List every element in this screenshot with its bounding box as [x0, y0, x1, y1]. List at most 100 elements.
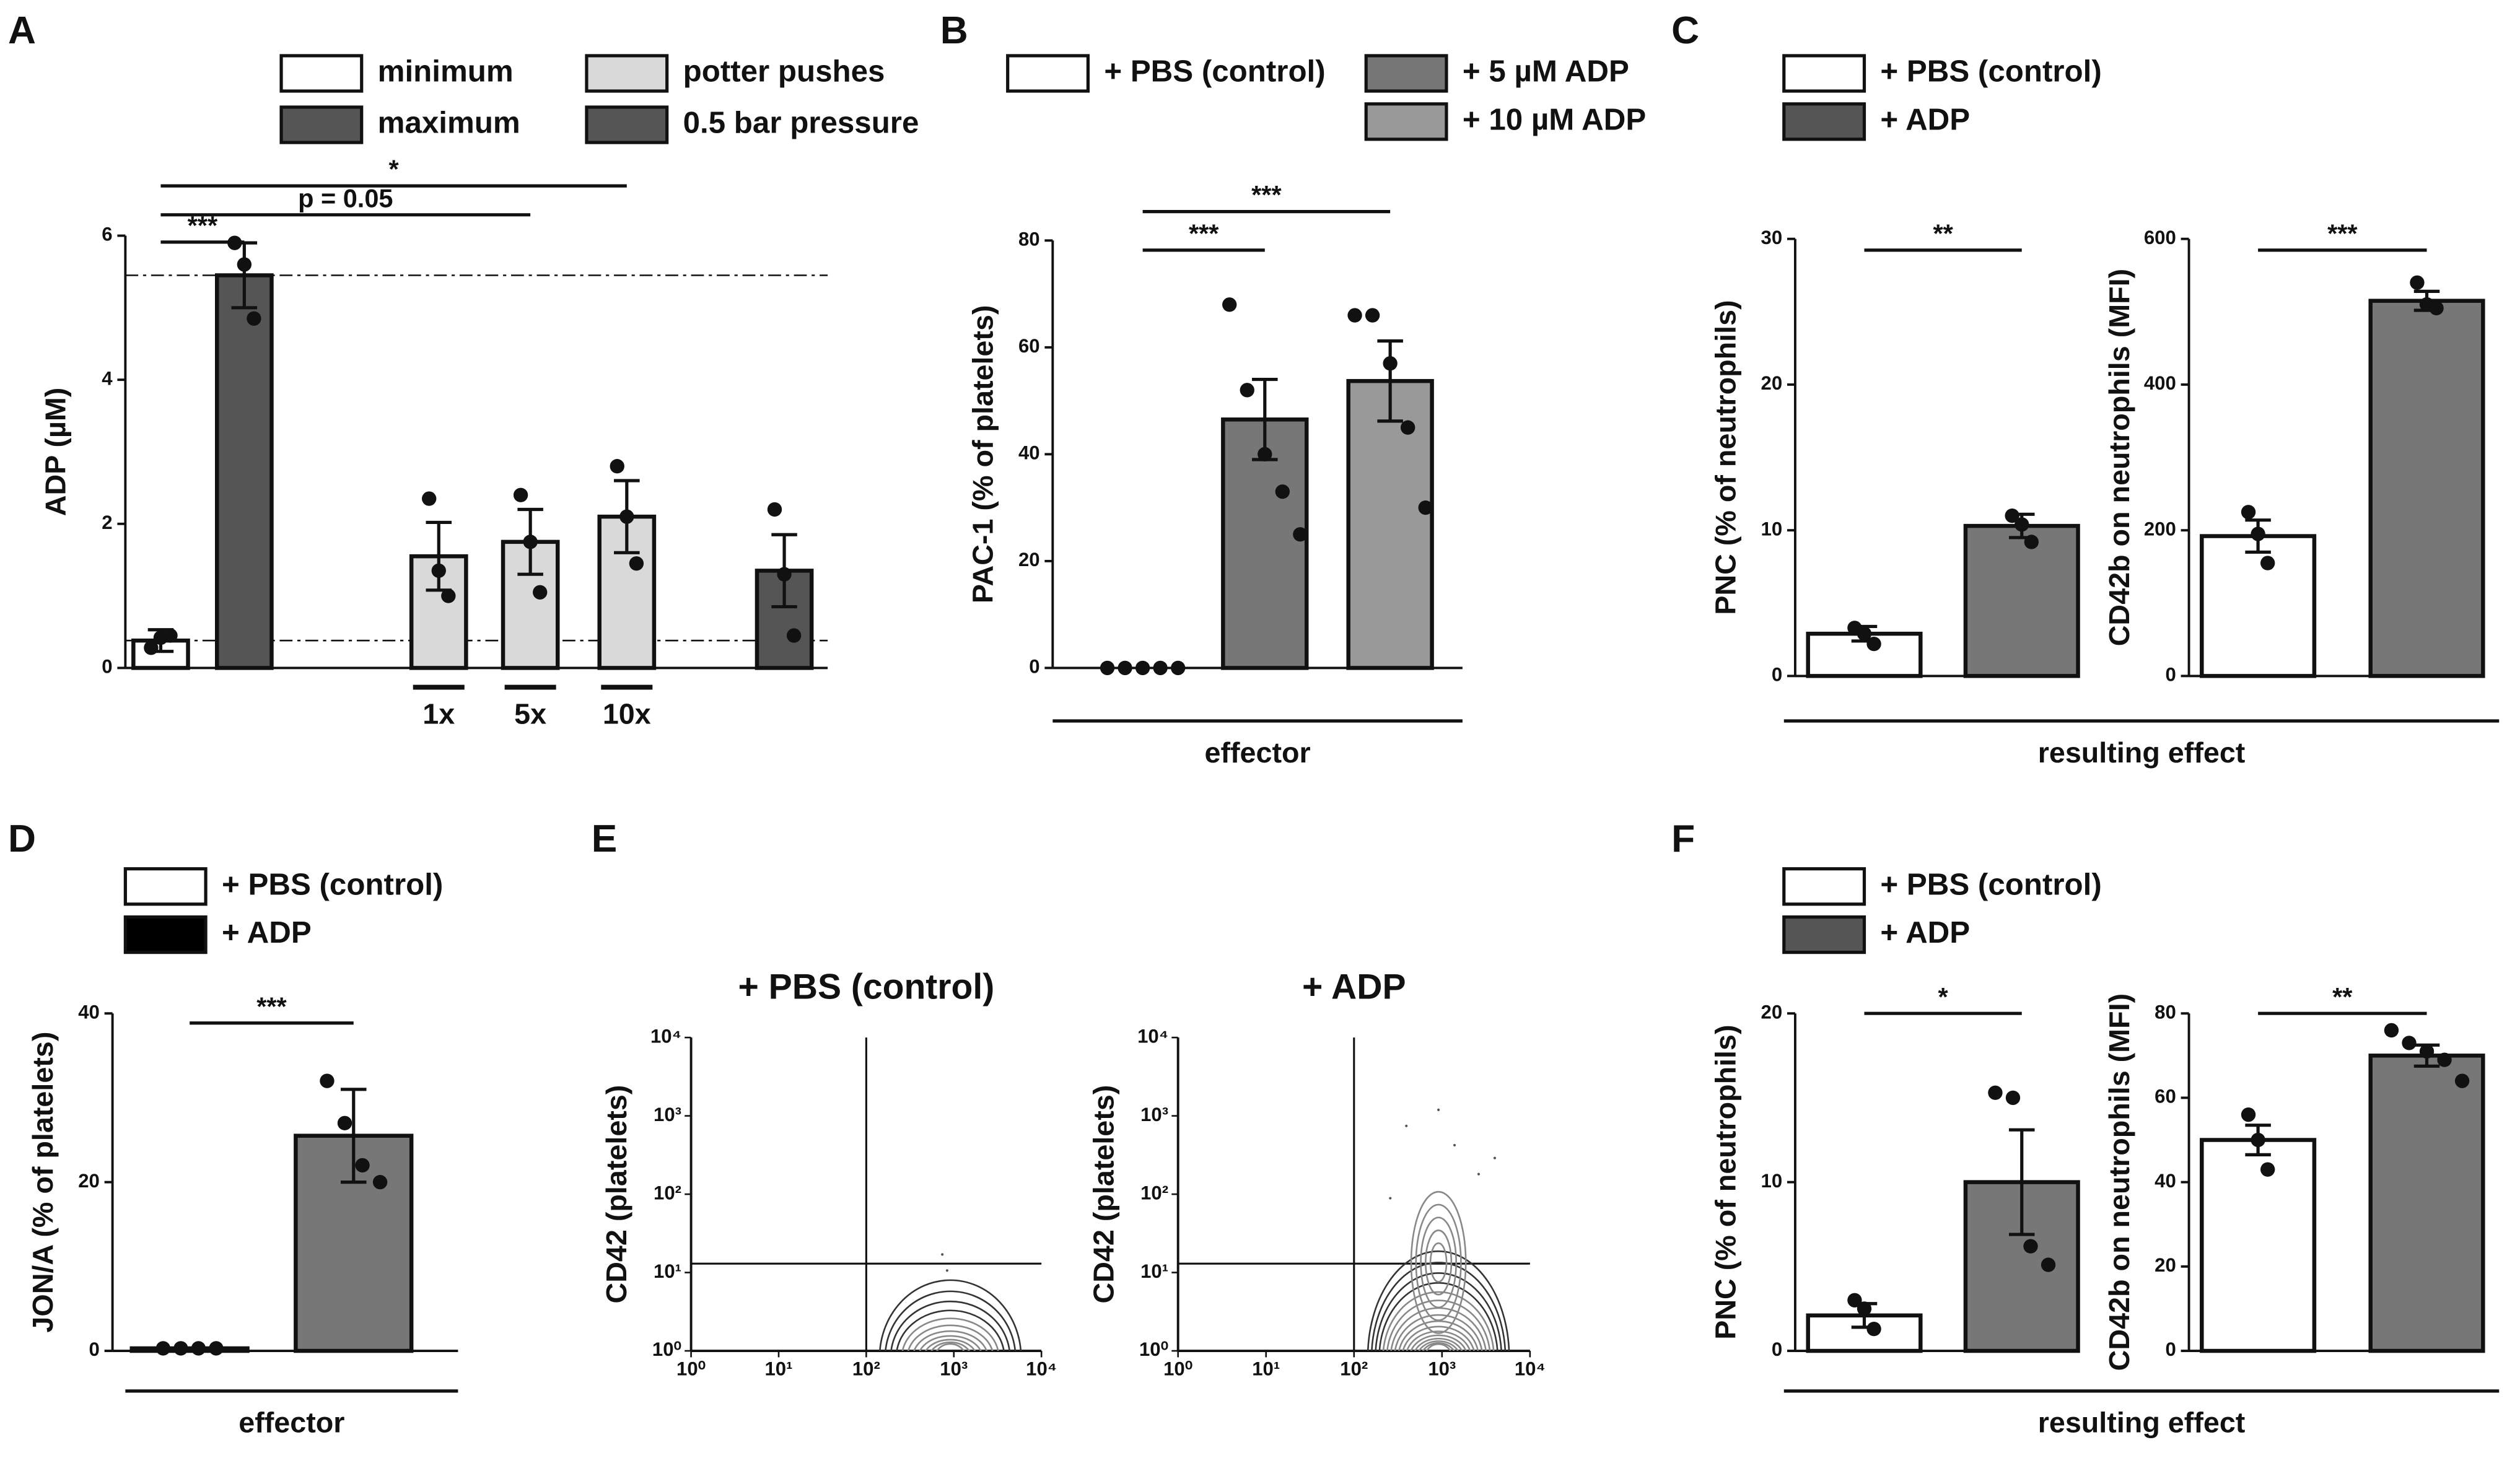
data-point	[1100, 660, 1115, 676]
data-point	[1153, 660, 1168, 676]
event-dot	[1389, 1197, 1392, 1200]
x-axis-label: resulting effect	[2038, 736, 2246, 769]
y-tick-label: 0	[1772, 1338, 1782, 1360]
contour-plot	[1367, 1108, 1510, 1351]
data-point	[155, 1341, 171, 1356]
contour	[925, 1338, 976, 1351]
contour	[1429, 1242, 1448, 1283]
significance-label: ***	[1251, 180, 1282, 209]
y-tick-label: 10⁴	[650, 1025, 681, 1047]
x-tick-label: 10⁰	[676, 1358, 706, 1379]
contour	[1422, 1342, 1455, 1351]
data-point	[209, 1341, 224, 1356]
x-axis-label: effector	[238, 1407, 344, 1439]
y-axis-label: JON/A (% of platelets)	[27, 1032, 59, 1333]
data-point	[513, 487, 528, 502]
data-point	[163, 628, 178, 643]
contour	[879, 1279, 1022, 1351]
y-axis-label: CD42b on neutrophils (MFI)	[2103, 993, 2135, 1371]
x-tick-label: 10²	[852, 1358, 880, 1379]
data-point	[2260, 556, 2275, 570]
bar	[2368, 299, 2485, 678]
legend-swatch	[279, 54, 364, 93]
x-tick-label: 5x	[514, 698, 546, 730]
contour	[1386, 1299, 1491, 1351]
legend-label: maximum	[378, 106, 520, 140]
contour	[1410, 1190, 1467, 1334]
y-axis-label: CD42b on neutrophils (MFI)	[2103, 269, 2135, 647]
data-point	[2419, 1044, 2435, 1059]
data-point	[320, 1073, 335, 1088]
event-dot	[1477, 1172, 1481, 1176]
bar	[1346, 378, 1434, 670]
y-axis-label: PAC-1 (% of platelets)	[967, 305, 999, 604]
y-tick-label: 0	[89, 1338, 100, 1360]
significance-label: *	[389, 155, 400, 184]
y-tick-label: 2	[102, 512, 112, 533]
data-point	[1365, 308, 1380, 323]
contour	[1414, 1337, 1463, 1351]
x-axis-label: effector	[1204, 736, 1310, 769]
contour	[896, 1309, 1005, 1351]
y-tick-label: 0	[102, 656, 112, 678]
data-point	[431, 563, 446, 578]
x-tick-label: 10⁴	[1515, 1358, 1546, 1379]
y-tick-label: 10¹	[1140, 1260, 1168, 1282]
contour-plot	[879, 1253, 1022, 1351]
y-tick-label: 600	[2144, 227, 2176, 248]
error-bar	[341, 1088, 367, 1184]
data-point	[1347, 308, 1362, 323]
error-bar	[2008, 1128, 2035, 1236]
data-point	[1847, 1293, 1862, 1307]
data-point	[610, 459, 624, 474]
data-point	[422, 491, 437, 506]
y-tick-label: 10²	[1140, 1182, 1168, 1203]
contour	[1425, 1343, 1451, 1351]
data-point	[2429, 300, 2444, 316]
significance-label: ***	[2327, 219, 2358, 248]
data-point	[1118, 660, 1132, 676]
x-tick-label: 10³	[1428, 1358, 1456, 1379]
y-tick-label: 10⁰	[652, 1338, 681, 1360]
y-tick-label: 10³	[1140, 1104, 1168, 1125]
y-tick-label: 6	[102, 224, 112, 245]
data-point	[372, 1174, 388, 1190]
legend-label: + PBS (control)	[1104, 55, 1325, 89]
legend-label: + 10 µM ADP	[1463, 102, 1646, 136]
event-dot	[1453, 1143, 1456, 1147]
legend-swatch	[1782, 915, 1866, 954]
y-tick-label: 10	[1761, 1170, 1783, 1192]
x-tick-label: 10x	[603, 698, 651, 730]
contour	[1394, 1314, 1483, 1351]
x-tick-label: 10²	[1340, 1358, 1368, 1379]
bar	[1963, 523, 2080, 678]
data-point	[337, 1115, 352, 1130]
y-tick-label: 40	[2155, 1170, 2176, 1192]
data-point	[2402, 1036, 2417, 1050]
significance-label: p = 0.05	[298, 183, 393, 212]
y-tick-label: 400	[2144, 372, 2176, 394]
data-point	[2041, 1257, 2056, 1272]
y-tick-label: 0	[2165, 1338, 2176, 1360]
data-point	[767, 502, 782, 517]
y-tick-label: 20	[2155, 1254, 2176, 1276]
data-point	[2384, 1023, 2399, 1038]
data-point	[237, 257, 252, 272]
data-point	[2454, 1073, 2470, 1088]
y-axis-label: PNC (% of neutrophils)	[1709, 300, 1741, 614]
y-tick-label: 10⁰	[1139, 1338, 1168, 1360]
x-tick-label: 10³	[940, 1358, 968, 1379]
contour	[1402, 1325, 1475, 1351]
panel-letter: D	[8, 818, 36, 860]
y-tick-label: 0	[2165, 664, 2176, 686]
legend-swatch	[1782, 54, 1866, 93]
contour	[913, 1330, 987, 1351]
y-tick-label: 20	[1761, 372, 1783, 394]
legend-swatch	[1006, 54, 1090, 93]
data-point	[777, 567, 792, 582]
contour	[1398, 1320, 1479, 1351]
plot-title: + PBS (control)	[738, 967, 995, 1006]
event-dot	[941, 1253, 944, 1256]
event-dot	[945, 1269, 949, 1272]
